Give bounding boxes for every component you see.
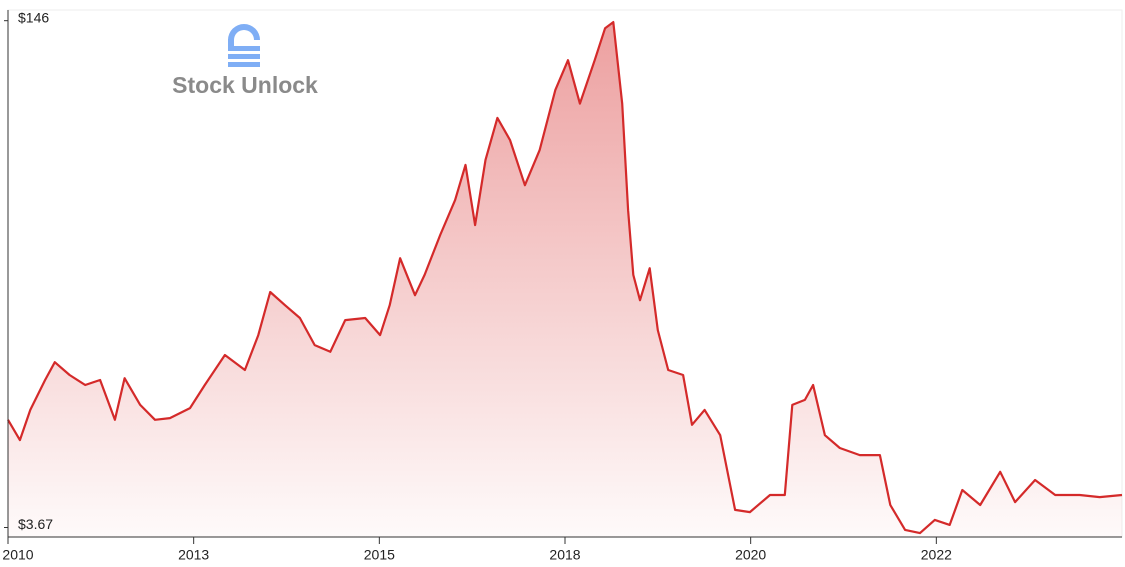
line: [7, 21, 1123, 535]
area: [8, 22, 1122, 538]
x-tick-label: 2020: [735, 547, 766, 563]
watermark-icon: [228, 24, 260, 67]
x-tick-label: 2018: [549, 547, 580, 563]
x-tick-label: 2015: [364, 547, 395, 563]
y-tick-label: $146: [18, 9, 49, 25]
watermark-text: Stock Unlock: [172, 72, 318, 98]
x-tick-label: 2022: [921, 547, 952, 563]
x-tick-label: 2013: [178, 547, 209, 563]
y-tick-label: $3.67: [18, 516, 53, 532]
x-tick-label: 2010: [2, 547, 33, 563]
